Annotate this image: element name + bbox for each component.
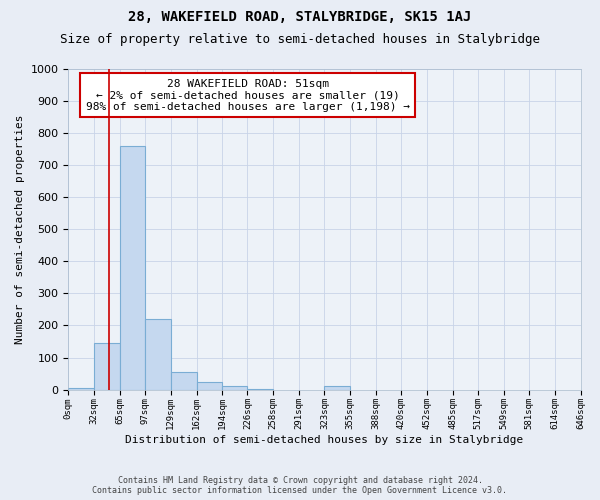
Text: Size of property relative to semi-detached houses in Stalybridge: Size of property relative to semi-detach… <box>60 32 540 46</box>
Bar <box>120 146 145 390</box>
Text: Contains HM Land Registry data © Crown copyright and database right 2024.
Contai: Contains HM Land Registry data © Crown c… <box>92 476 508 495</box>
Bar <box>325 386 350 390</box>
Bar <box>94 343 120 390</box>
Text: 28 WAKEFIELD ROAD: 51sqm
← 2% of semi-detached houses are smaller (19)
98% of se: 28 WAKEFIELD ROAD: 51sqm ← 2% of semi-de… <box>86 78 410 112</box>
Text: 28, WAKEFIELD ROAD, STALYBRIDGE, SK15 1AJ: 28, WAKEFIELD ROAD, STALYBRIDGE, SK15 1A… <box>128 10 472 24</box>
X-axis label: Distribution of semi-detached houses by size in Stalybridge: Distribution of semi-detached houses by … <box>125 435 524 445</box>
Y-axis label: Number of semi-detached properties: Number of semi-detached properties <box>15 114 25 344</box>
Bar <box>222 386 247 390</box>
Bar <box>170 372 197 390</box>
Bar <box>197 382 222 390</box>
Bar <box>68 388 94 390</box>
Bar <box>247 388 273 390</box>
Bar <box>145 319 170 390</box>
